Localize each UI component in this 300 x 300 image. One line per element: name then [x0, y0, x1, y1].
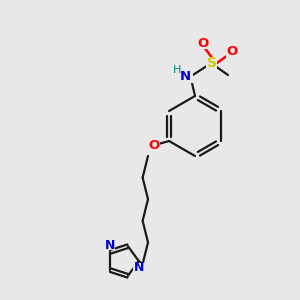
Bar [206, 57, 217, 69]
Text: O: O [197, 37, 208, 50]
Text: O: O [148, 139, 160, 152]
Bar [226, 46, 237, 58]
Text: S: S [206, 56, 217, 70]
Text: N: N [104, 239, 115, 252]
Bar [104, 240, 115, 250]
Bar [134, 263, 144, 272]
Text: N: N [179, 70, 191, 83]
Bar [148, 140, 160, 151]
Text: H: H [173, 65, 181, 75]
Bar [197, 38, 208, 49]
Bar [177, 70, 194, 83]
Text: N: N [134, 261, 144, 274]
Text: O: O [226, 45, 237, 58]
